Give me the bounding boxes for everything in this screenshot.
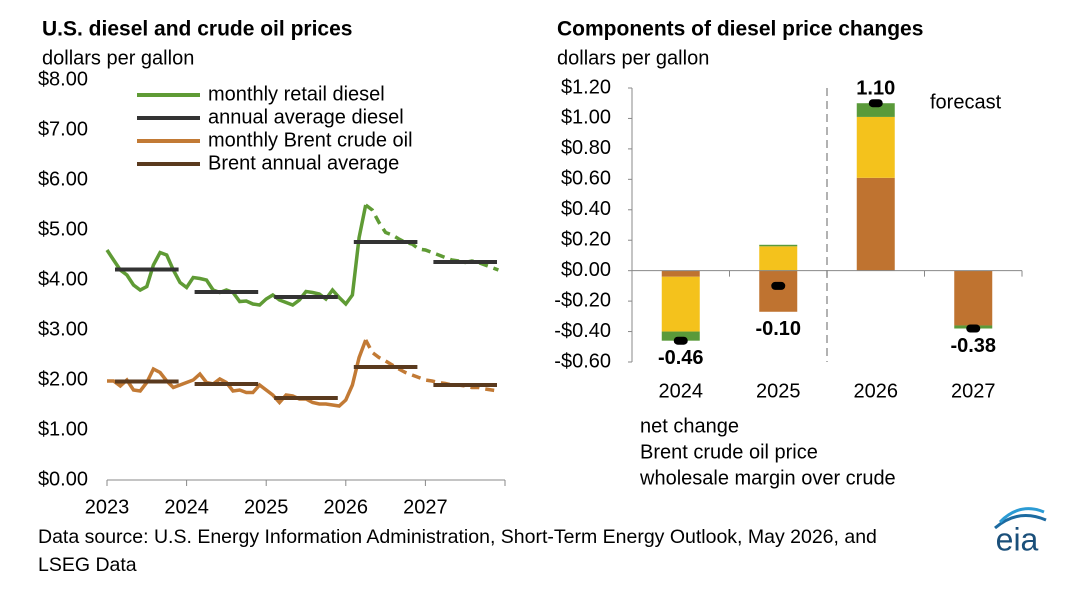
bar-segment — [856, 103, 895, 117]
y-tick-label: $0.60 — [561, 168, 611, 190]
logo-arc — [998, 507, 1045, 524]
bar-segment — [661, 270, 700, 277]
logo: eia — [996, 521, 1039, 557]
y-tick-label: -$0.60 — [554, 350, 611, 372]
y-tick-label: $4.00 — [38, 268, 88, 290]
x-tick-label: 2024 — [164, 496, 209, 518]
legend-label: net change — [640, 415, 739, 437]
forecast-line — [364, 203, 500, 272]
y-tick-label: $0.40 — [561, 198, 611, 220]
legend-label: wholesale margin over crude — [639, 467, 896, 489]
chart-subtitle: dollars per gallon — [42, 47, 194, 69]
forecast-line — [364, 339, 499, 393]
y-tick-label: -$0.20 — [554, 289, 611, 311]
y-tick-label: $8.00 — [38, 68, 88, 90]
data-label: -0.10 — [755, 318, 801, 340]
data-label: -0.38 — [950, 335, 996, 357]
data-label: 1.10 — [856, 78, 895, 100]
net-change-marker — [673, 336, 688, 345]
y-tick-label: $5.00 — [38, 218, 88, 240]
history-line — [107, 339, 368, 408]
y-tick-label: $0.00 — [561, 259, 611, 281]
bar-segment — [759, 244, 798, 247]
y-tick-label: $0.00 — [38, 468, 88, 490]
bar-segment — [661, 331, 700, 341]
legend-label: annual average diesel — [208, 106, 404, 128]
bar-segment — [759, 246, 798, 271]
y-tick-label: $1.20 — [561, 76, 611, 98]
x-tick-label: 2027 — [403, 496, 448, 518]
y-tick-label: -$0.40 — [554, 320, 611, 342]
bar-segment — [856, 177, 895, 271]
y-tick-label: $0.80 — [561, 137, 611, 159]
y-tick-label: $0.20 — [561, 229, 611, 251]
y-tick-label: $2.00 — [38, 368, 88, 390]
net-change-marker — [868, 99, 883, 108]
legend-label: monthly Brent crude oil — [208, 129, 413, 151]
net-change-marker — [771, 281, 786, 290]
x-tick-label: 2027 — [951, 380, 996, 402]
x-tick-label: 2025 — [756, 380, 801, 402]
bar-segment — [661, 276, 700, 332]
logo-arcs — [994, 507, 1047, 530]
annotation: forecast — [930, 91, 1002, 113]
y-tick-label: $7.00 — [38, 118, 88, 140]
x-tick-label: 2025 — [244, 496, 289, 518]
net-change-marker — [966, 324, 981, 333]
x-tick-label: 2024 — [659, 380, 704, 402]
legend-label: Brent annual average — [208, 152, 399, 174]
y-tick-label: $1.00 — [38, 418, 88, 440]
x-tick-label: 2023 — [85, 496, 130, 518]
chart-title: Components of diesel price changes — [557, 18, 923, 41]
bar-segment — [954, 270, 993, 326]
x-tick-label: 2026 — [854, 380, 899, 402]
y-tick-label: $1.00 — [561, 107, 611, 129]
chart-title: U.S. diesel and crude oil prices — [42, 18, 352, 41]
bar-segment — [856, 116, 895, 178]
y-tick-label: $6.00 — [38, 168, 88, 190]
x-tick-label: 2026 — [324, 496, 369, 518]
legend-label: monthly retail diesel — [208, 83, 385, 105]
y-tick-label: $3.00 — [38, 318, 88, 340]
data-label: -0.46 — [658, 347, 704, 369]
logo-arc — [994, 514, 1047, 530]
chart-subtitle: dollars per gallon — [557, 47, 709, 69]
bar-segment — [759, 270, 798, 312]
source-note: Data source: U.S. Energy Information Adm… — [38, 526, 877, 576]
legend-label: Brent crude oil price — [640, 441, 818, 463]
